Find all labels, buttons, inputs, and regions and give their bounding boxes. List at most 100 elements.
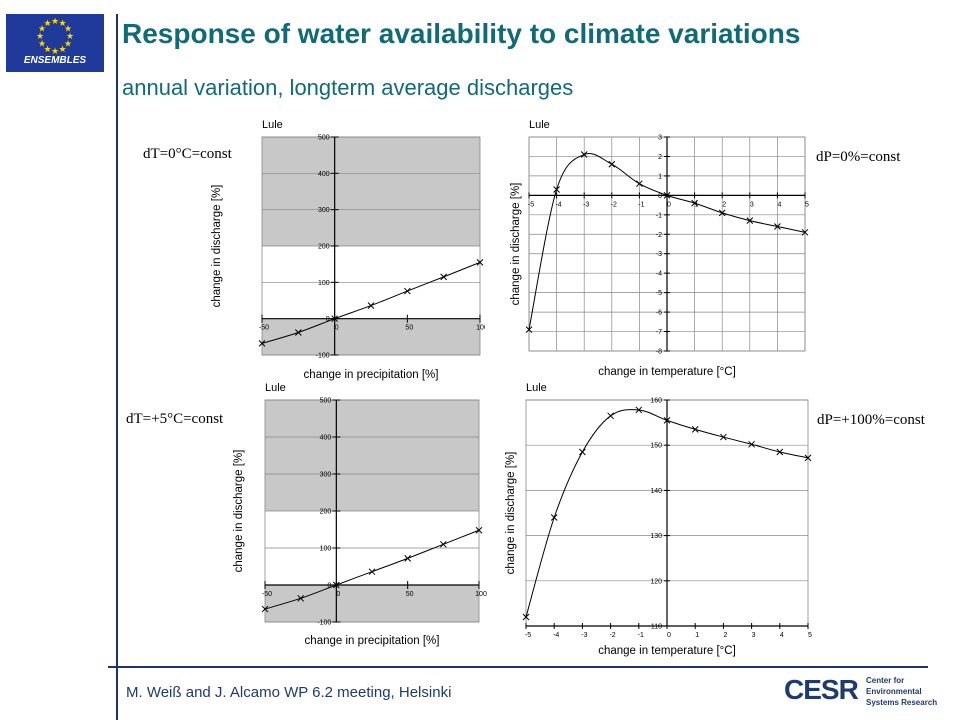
x-tick-label: 2 <box>722 201 726 208</box>
y-tick-label: 400 <box>318 171 330 178</box>
x-tick-label: -5 <box>528 201 534 208</box>
shaded-band <box>265 400 479 511</box>
data-point <box>607 412 614 420</box>
cesr-logo: CESR Center for Environmental Systems Re… <box>784 672 956 712</box>
data-point <box>297 594 305 602</box>
star-icon: ★ <box>43 44 51 54</box>
condition-label-top-left: dT=0°C=const <box>143 146 232 162</box>
x-tick-label: 2 <box>723 632 727 639</box>
y-tick-label: 140 <box>650 488 662 495</box>
y-axis-label: change in discharge [%] <box>505 452 517 575</box>
star-icon: ★ <box>64 39 72 49</box>
marker-stroke <box>553 186 560 193</box>
shaded-band <box>262 318 480 355</box>
x-tick-label: 50 <box>406 591 414 598</box>
x-tick-label: 50 <box>405 325 413 332</box>
x-tick-label: -50 <box>262 591 272 598</box>
chart-title: Lule <box>265 382 286 394</box>
x-axis-label: change in temperature [°C] <box>598 366 736 378</box>
x-tick-label: 4 <box>780 632 784 639</box>
marker-stroke <box>804 454 812 462</box>
x-tick-label: 5 <box>805 201 809 208</box>
data-point <box>776 448 784 456</box>
marker-stroke <box>691 199 698 207</box>
x-axis-label: change in precipitation [%] <box>304 369 439 381</box>
star-icon: ★ <box>36 31 44 41</box>
star-icon: ★ <box>58 18 66 28</box>
footer-rule <box>108 666 928 668</box>
y-tick-label: -1 <box>656 212 662 219</box>
y-tick-label: 300 <box>320 472 332 479</box>
y-tick-label: -3 <box>656 251 662 258</box>
data-point <box>691 426 699 433</box>
data-point <box>258 340 266 347</box>
marker-stroke <box>332 581 340 589</box>
marker-stroke <box>579 448 586 456</box>
star-icon: ★ <box>64 24 72 34</box>
data-point <box>748 440 755 448</box>
cesr-logo-text: CESR <box>784 674 859 705</box>
marker-stroke <box>580 151 588 158</box>
data-point <box>332 581 340 589</box>
marker-stroke <box>331 315 339 323</box>
data-point <box>367 302 375 309</box>
shaded-band <box>262 137 480 246</box>
plot-frame <box>261 136 481 356</box>
data-point <box>522 613 530 621</box>
x-tick-label: 0 <box>667 201 671 208</box>
condition-label-bottom-right: dP=+100%=const <box>817 412 925 428</box>
data-point <box>636 180 643 188</box>
data-point <box>608 160 616 168</box>
data-point <box>663 416 671 424</box>
x-tick-label: -2 <box>611 201 617 208</box>
marker-stroke <box>550 514 558 521</box>
data-point <box>553 186 560 193</box>
data-point <box>663 192 671 199</box>
x-tick-label: 3 <box>752 632 756 639</box>
data-point <box>476 258 484 266</box>
marker-stroke <box>475 526 483 534</box>
y-tick-label: 0 <box>326 316 330 323</box>
marker-stroke <box>607 412 614 420</box>
data-point <box>261 605 269 613</box>
y-axis-label: change in discharge [%] <box>233 450 245 573</box>
chart-temp-dP0: -5-4-3-2-10123453210-1-2-3-4-5-6-7-8Lule… <box>510 119 809 378</box>
marker-stroke <box>261 605 269 613</box>
y-tick-label: 100 <box>320 546 332 553</box>
condition-label-top-right: dP=0%=const <box>816 149 901 165</box>
marker-stroke <box>720 433 727 441</box>
x-tick-label: 0 <box>335 325 339 332</box>
marker-stroke <box>774 223 781 230</box>
cesr-subtext-1: Center for <box>866 676 905 685</box>
chart-title: Lule <box>529 119 550 131</box>
marker-stroke <box>691 426 699 433</box>
marker-stroke <box>439 540 447 548</box>
data-point <box>746 217 754 225</box>
y-tick-label: 2 <box>658 154 662 161</box>
data-point <box>439 540 447 548</box>
data-point <box>440 273 448 281</box>
y-tick-label: 110 <box>651 624 662 631</box>
x-axis-label: change in temperature [°C] <box>598 645 736 657</box>
marker-stroke <box>663 416 671 424</box>
x-tick-label: -50 <box>259 325 269 332</box>
star-icon: ★ <box>66 31 74 41</box>
marker-stroke <box>522 613 530 621</box>
y-tick-label: 200 <box>318 244 330 251</box>
x-axis-label: change in precipitation [%] <box>305 635 440 647</box>
marker-stroke <box>258 340 266 347</box>
eu-stars-icon: ★ ★★★★★★★★★★★ <box>36 16 74 56</box>
data-point <box>475 526 483 534</box>
plot-frame <box>264 399 480 623</box>
marker-stroke <box>748 440 755 448</box>
marker-stroke <box>403 287 411 295</box>
y-tick-label: 500 <box>318 135 330 142</box>
marker-stroke <box>525 326 533 333</box>
marker-stroke <box>635 406 643 414</box>
y-tick-label: -8 <box>656 349 662 356</box>
data-point <box>404 555 412 562</box>
chart-precip-dT0: -50 0 50 100 -100 0 100 200 300 400 500 Lule change … <box>211 119 485 381</box>
marker-stroke <box>476 258 484 266</box>
x-tick-label: -3 <box>583 201 589 208</box>
x-tick-label: 0 <box>667 632 671 639</box>
